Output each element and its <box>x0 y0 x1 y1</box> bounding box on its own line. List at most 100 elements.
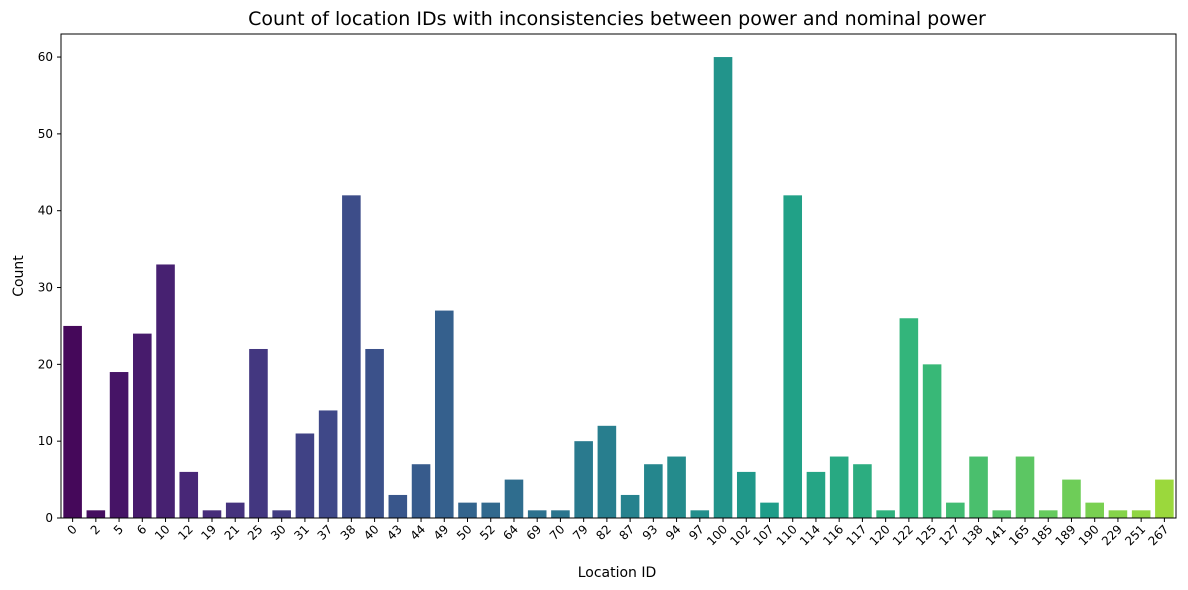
bar-189 <box>1062 479 1081 518</box>
bar-31 <box>295 433 315 518</box>
bar-114 <box>806 471 826 518</box>
x-tick-label: 5 <box>111 522 126 537</box>
x-tick-label: 25 <box>245 522 266 543</box>
x-tick-label: 30 <box>268 522 289 543</box>
bar-38 <box>342 195 361 519</box>
x-tick-label: 37 <box>315 522 336 543</box>
x-tick-label: 38 <box>338 522 359 543</box>
x-tick-label: 52 <box>477 522 498 543</box>
x-tick-label: 122 <box>890 522 916 548</box>
bar-0 <box>63 325 82 518</box>
x-tick-label: 125 <box>913 522 939 548</box>
bar-21 <box>225 502 245 518</box>
bar-185 <box>1038 510 1058 518</box>
y-axis-label: Count <box>11 255 27 297</box>
x-tick-label: 10 <box>152 522 173 543</box>
x-tick-label: 82 <box>593 522 614 543</box>
bar-10 <box>156 264 175 518</box>
bar-5 <box>109 372 129 518</box>
bar-40 <box>365 348 384 518</box>
bar-107 <box>760 502 779 518</box>
x-axis-label: Location ID <box>578 565 657 581</box>
bar-82 <box>597 425 617 518</box>
x-tick-label: 0 <box>64 522 79 537</box>
x-tick-label: 2 <box>88 522 103 537</box>
x-tick-label: 87 <box>617 522 638 543</box>
y-tick-label: 50 <box>38 127 53 141</box>
x-tick-label: 50 <box>454 522 475 543</box>
bar-102 <box>736 471 756 518</box>
x-tick-label: 185 <box>1029 522 1055 548</box>
x-tick-label: 40 <box>361 522 382 543</box>
bar-52 <box>481 502 501 518</box>
x-tick-label: 21 <box>222 522 243 543</box>
bar-122 <box>899 318 919 518</box>
x-tick-label: 70 <box>547 522 568 543</box>
plot-frame <box>60 33 1177 519</box>
bar-125 <box>922 364 942 518</box>
x-tick-label: 120 <box>867 522 893 548</box>
x-tick-label: 102 <box>727 522 753 548</box>
x-tick-label: 31 <box>291 522 312 543</box>
chart-title: Count of location IDs with inconsistenci… <box>248 8 986 30</box>
y-tick-label: 20 <box>38 357 53 371</box>
x-tick-label: 64 <box>500 522 521 543</box>
x-tick-label: 100 <box>704 522 730 548</box>
x-tick-label: 107 <box>751 522 777 548</box>
bar-251 <box>1131 510 1151 518</box>
bar-30 <box>272 510 291 518</box>
bar-44 <box>411 464 431 518</box>
bar-64 <box>504 479 524 518</box>
x-tick-label: 114 <box>797 522 823 548</box>
x-tick-label: 116 <box>820 522 846 548</box>
x-tick-label: 251 <box>1122 522 1148 548</box>
bar-79 <box>574 441 593 518</box>
bar-87 <box>620 494 640 518</box>
y-tick-label: 60 <box>38 50 53 64</box>
x-axis: 0 2 5 6 10 12 19 21 25 30 31 37 38 40 43 44 49 50 52 64 69 70… <box>64 518 1172 548</box>
y-tick-label: 0 <box>45 511 53 525</box>
bar-138 <box>969 456 988 518</box>
x-tick-label: 79 <box>570 522 591 543</box>
bar-117 <box>853 464 872 518</box>
bar-2 <box>86 510 106 518</box>
bar-97 <box>690 510 710 518</box>
x-tick-label: 138 <box>960 522 986 548</box>
bar-229 <box>1108 510 1128 518</box>
y-axis: 0 10 20 30 40 50 60 <box>38 50 61 525</box>
x-tick-label: 127 <box>936 522 962 548</box>
x-tick-label: 97 <box>686 522 707 543</box>
x-tick-label: 49 <box>431 522 452 543</box>
bar-190 <box>1085 502 1104 518</box>
x-tick-label: 110 <box>774 522 800 548</box>
bar-49 <box>434 310 454 518</box>
x-tick-label: 43 <box>384 522 405 543</box>
bar-93 <box>644 464 663 518</box>
bar-69 <box>527 510 547 518</box>
bar-19 <box>202 510 222 518</box>
bar-50 <box>458 502 477 518</box>
x-tick-label: 165 <box>1006 522 1032 548</box>
x-tick-label: 19 <box>198 522 219 543</box>
bar-12 <box>179 471 199 518</box>
x-tick-label: 12 <box>175 522 196 543</box>
plot-area <box>63 57 1174 519</box>
x-tick-label: 267 <box>1145 522 1171 548</box>
x-tick-label: 69 <box>524 522 545 543</box>
x-tick-label: 141 <box>983 522 1009 548</box>
x-tick-label: 93 <box>640 522 661 543</box>
x-tick-label: 117 <box>843 522 869 548</box>
x-tick-label: 6 <box>134 522 149 537</box>
bar-37 <box>318 410 338 518</box>
bar-25 <box>249 348 268 518</box>
x-tick-label: 189 <box>1052 522 1078 548</box>
bar-110 <box>783 195 803 519</box>
bar-100 <box>713 57 733 519</box>
x-tick-label: 190 <box>1076 522 1102 548</box>
bar-70 <box>551 510 570 518</box>
y-tick-label: 40 <box>38 204 53 218</box>
bar-6 <box>133 333 152 518</box>
bar-116 <box>829 456 849 518</box>
bar-120 <box>876 510 895 518</box>
